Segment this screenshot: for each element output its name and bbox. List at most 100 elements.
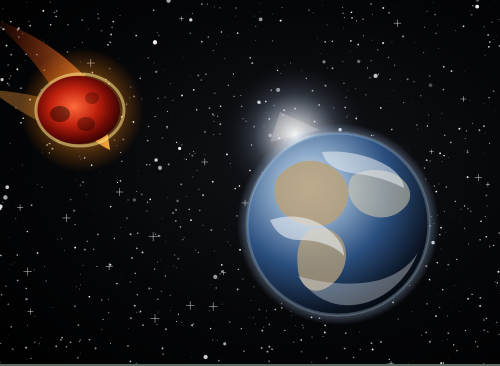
star [459, 219, 461, 221]
star [466, 176, 469, 179]
star [350, 51, 351, 52]
star [302, 327, 304, 329]
star [212, 339, 214, 341]
star [36, 252, 39, 254]
star [220, 263, 223, 266]
star [295, 325, 296, 326]
star [169, 294, 171, 296]
star [219, 7, 221, 9]
star [460, 208, 462, 210]
star [438, 295, 440, 297]
star [252, 317, 254, 319]
star [359, 348, 362, 351]
star [380, 340, 382, 343]
star [146, 201, 149, 203]
star [235, 7, 237, 9]
star [7, 303, 10, 306]
star [372, 13, 374, 15]
star [439, 152, 442, 155]
star [190, 219, 192, 222]
star [390, 128, 393, 131]
star [268, 345, 271, 348]
star [26, 230, 29, 233]
star [11, 263, 13, 265]
star [249, 56, 252, 59]
star [153, 9, 155, 11]
star [479, 296, 482, 299]
star [164, 69, 165, 71]
star [152, 40, 158, 45]
star [146, 210, 148, 212]
star [467, 297, 470, 300]
star [423, 51, 425, 53]
star [44, 266, 46, 268]
star [323, 331, 326, 334]
star [489, 142, 491, 144]
star [425, 275, 427, 276]
star [136, 311, 138, 313]
star [456, 350, 458, 352]
star [331, 40, 334, 43]
star [175, 267, 177, 269]
star [370, 60, 372, 62]
meteor-icon [0, 21, 144, 172]
star [25, 346, 28, 349]
star [109, 41, 111, 43]
star [435, 190, 438, 193]
star [232, 73, 235, 75]
star [234, 187, 236, 190]
star [342, 7, 344, 9]
star [0, 204, 3, 209]
star [291, 314, 293, 316]
star [154, 233, 157, 236]
star [261, 329, 264, 332]
star [107, 311, 110, 314]
star [166, 0, 171, 3]
star [214, 92, 216, 94]
star [8, 84, 10, 86]
star [29, 24, 32, 27]
star [484, 54, 486, 56]
star [167, 197, 169, 198]
star [137, 232, 139, 234]
star [472, 5, 474, 7]
star [471, 122, 473, 125]
star [413, 80, 415, 83]
star [101, 299, 103, 301]
star [227, 84, 229, 86]
star [442, 65, 445, 68]
star [180, 183, 183, 186]
star [166, 125, 169, 128]
star [428, 114, 429, 116]
star [237, 268, 239, 270]
star [198, 209, 201, 212]
star [206, 3, 209, 5]
star [125, 217, 128, 220]
star [154, 268, 156, 270]
star [55, 10, 58, 12]
star [10, 75, 12, 77]
star [217, 278, 219, 280]
star [260, 11, 262, 13]
star [471, 293, 473, 295]
star [271, 40, 273, 42]
star [362, 18, 364, 20]
star [102, 319, 104, 321]
star [322, 60, 326, 64]
star [113, 190, 115, 192]
star [209, 327, 212, 330]
star [324, 324, 327, 327]
star [357, 43, 360, 46]
star [122, 175, 124, 177]
star [402, 35, 405, 38]
star [182, 238, 184, 241]
star [170, 310, 171, 312]
star [250, 299, 252, 301]
star [452, 155, 454, 157]
star [135, 34, 137, 37]
star [135, 191, 137, 193]
star [10, 53, 13, 56]
star [158, 35, 160, 37]
star [167, 163, 170, 166]
star [55, 15, 57, 18]
